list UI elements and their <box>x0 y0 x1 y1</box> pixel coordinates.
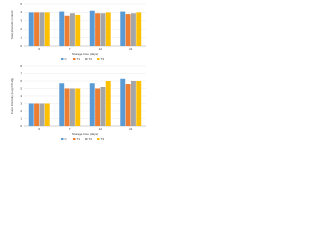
bar <box>120 11 126 46</box>
bar <box>89 10 95 46</box>
bar <box>69 88 75 126</box>
y-tick-label: 5 <box>20 2 22 6</box>
x-axis-title: Storage time (days) <box>72 132 98 136</box>
bar <box>136 12 142 46</box>
legend-swatch <box>97 138 100 140</box>
bar <box>130 81 136 126</box>
legend-swatch <box>61 58 64 60</box>
bar <box>59 83 65 126</box>
bar <box>28 103 34 126</box>
y-tick-label: 6 <box>20 79 22 83</box>
legend-label: T1 <box>77 57 81 61</box>
x-tick-label: 7 <box>69 127 71 131</box>
y-tick-label: 8 <box>20 64 22 68</box>
legend-swatch <box>85 58 88 60</box>
y-tick-label: 2 <box>20 109 22 113</box>
x-tick-label: 14 <box>99 127 103 131</box>
legend-swatch <box>85 138 88 140</box>
bar <box>95 13 101 47</box>
bar <box>44 103 50 126</box>
y-axis-title: Total phenolic content <box>10 10 14 39</box>
bar <box>105 81 111 126</box>
bar <box>64 88 70 126</box>
y-tick-label: 4 <box>20 10 22 14</box>
y-axis-title: Color intensity (Log CFU/g) <box>10 78 14 114</box>
y-tick-label: 5 <box>20 86 22 90</box>
bar <box>59 11 65 46</box>
legend-label: T2 <box>89 137 93 141</box>
bar <box>28 12 34 46</box>
bar <box>136 81 142 126</box>
bar <box>39 103 45 126</box>
bar <box>120 78 126 126</box>
x-tick-label: 0 <box>38 127 40 131</box>
y-tick-label: 3 <box>20 19 22 23</box>
bar <box>75 88 81 126</box>
legend-label: T2 <box>89 57 93 61</box>
bar <box>130 13 136 47</box>
bar <box>34 12 40 46</box>
legend-swatch <box>97 58 100 60</box>
y-tick-label: 3 <box>20 101 22 105</box>
x-tick-label: 0 <box>38 47 40 51</box>
bar <box>95 88 101 126</box>
y-tick-label: 4 <box>20 94 22 98</box>
legend-label: T3 <box>101 57 105 61</box>
x-tick-label: 7 <box>69 47 71 51</box>
bar <box>44 12 50 46</box>
y-tick-label: 7 <box>20 71 22 75</box>
bar <box>100 13 106 47</box>
y-tick-label: 0 <box>20 124 22 128</box>
y-tick-label: 1 <box>20 35 22 39</box>
x-axis-title: Storage time (days) <box>72 52 98 56</box>
bar <box>89 83 95 126</box>
legend-swatch <box>61 138 64 140</box>
bar <box>125 14 131 46</box>
y-tick-label: 1 <box>20 116 22 120</box>
bar <box>34 103 40 126</box>
legend-swatch <box>73 58 76 60</box>
x-tick-label: 14 <box>99 47 103 51</box>
legend-swatch <box>73 138 76 140</box>
y-tick-label: 0 <box>20 44 22 48</box>
x-tick-label: 21 <box>129 47 133 51</box>
bar <box>75 14 81 46</box>
bar <box>105 12 111 46</box>
legend-label: T3 <box>101 137 105 141</box>
legend-label: C <box>65 57 68 61</box>
bar <box>125 84 131 126</box>
bar <box>39 12 45 46</box>
bar <box>64 15 70 46</box>
bar <box>69 13 75 47</box>
legend-label: C <box>65 137 68 141</box>
legend-label: T1 <box>77 137 81 141</box>
x-tick-label: 21 <box>129 127 133 131</box>
y-tick-label: 2 <box>20 27 22 31</box>
bar <box>100 87 106 126</box>
